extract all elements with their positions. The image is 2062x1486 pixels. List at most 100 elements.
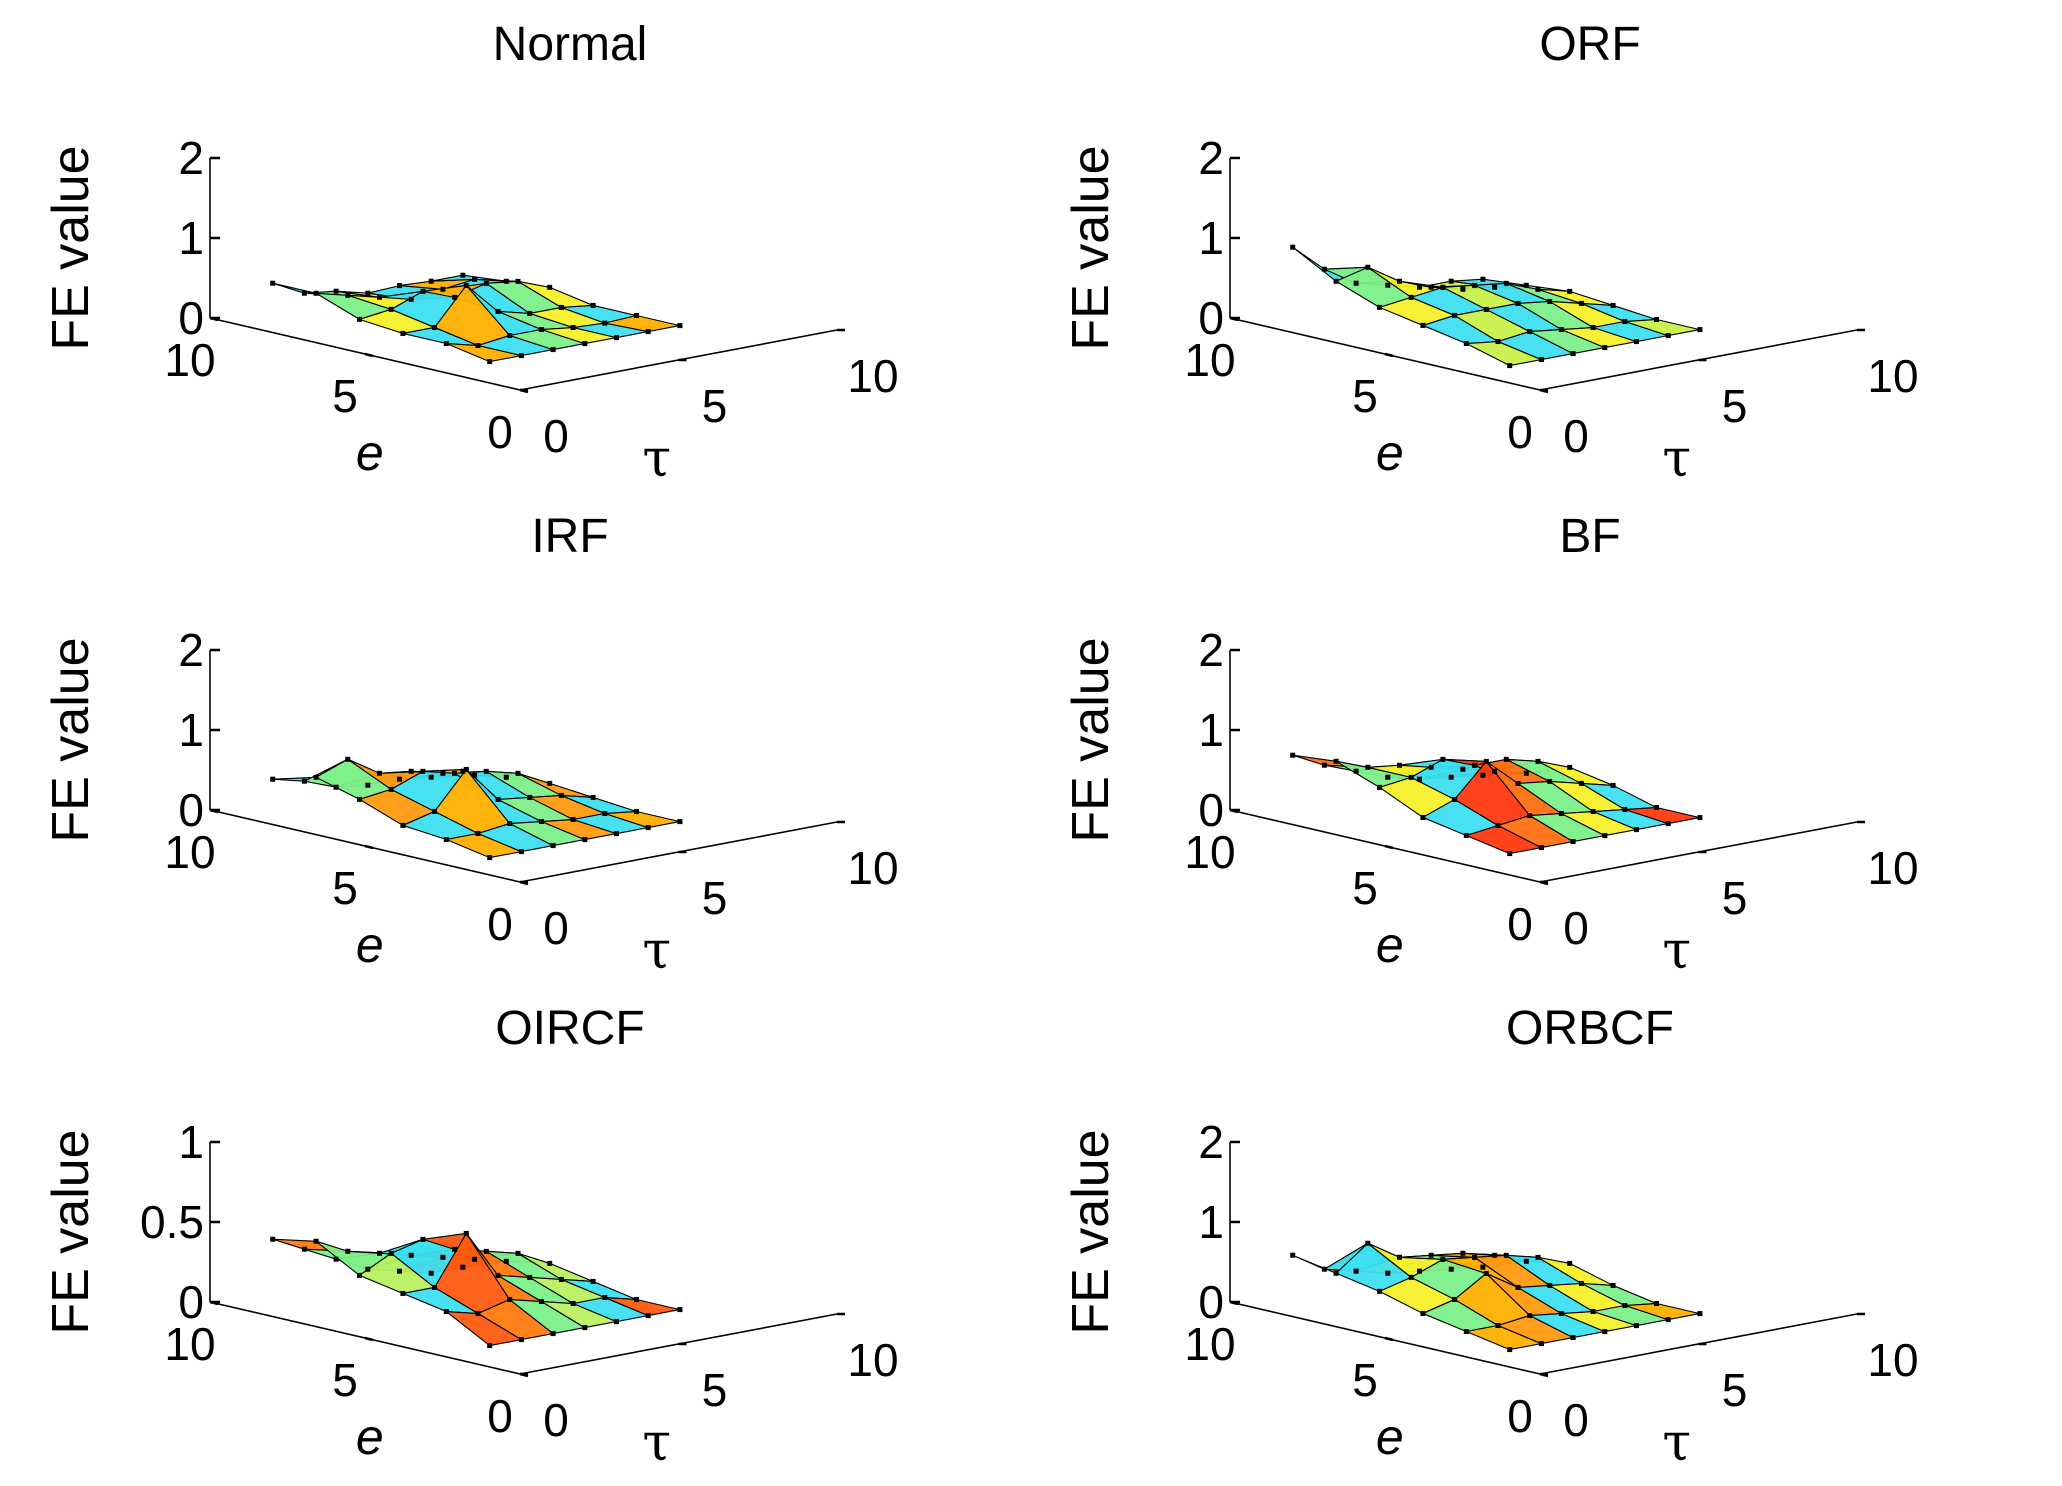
surface-node bbox=[1460, 766, 1466, 772]
tau-axis-label: τ bbox=[1662, 921, 1691, 981]
tau-tick-label: 10 bbox=[1867, 350, 1918, 402]
surface-node bbox=[1460, 1250, 1466, 1256]
surface-node bbox=[550, 347, 556, 353]
surface-node bbox=[487, 855, 493, 861]
surface-node bbox=[345, 1248, 351, 1254]
e-tick-label: 0 bbox=[1507, 406, 1533, 458]
panel-bf: BF 0 1 2 FE value 10 5 0 e 0 5 10 τ bbox=[1062, 510, 1919, 981]
surface-node bbox=[472, 1256, 478, 1262]
surface-node bbox=[1483, 758, 1489, 764]
z-tick-label: 0 bbox=[1198, 292, 1224, 344]
surface-node bbox=[1452, 796, 1458, 802]
surface-node bbox=[1397, 1254, 1402, 1260]
surface-node bbox=[388, 1250, 394, 1256]
surface-node bbox=[507, 1297, 513, 1303]
surface-node bbox=[270, 776, 276, 782]
surface-node bbox=[377, 770, 382, 776]
surface-node bbox=[1507, 363, 1513, 369]
tau-tick-label: 0 bbox=[543, 1394, 569, 1446]
surface-node bbox=[634, 313, 639, 319]
surface-node bbox=[1452, 312, 1458, 318]
surface-node bbox=[1377, 784, 1382, 790]
z-tick-label: 2 bbox=[1198, 132, 1224, 184]
surface-node bbox=[408, 1252, 414, 1258]
surface-node bbox=[1460, 286, 1466, 292]
surface-node bbox=[428, 774, 434, 780]
panel-title: IRF bbox=[531, 510, 608, 563]
e-tick-label: 0 bbox=[487, 406, 513, 458]
surface-mesh bbox=[270, 1230, 683, 1349]
e-axis-label: e bbox=[1376, 917, 1404, 973]
surface-node bbox=[365, 782, 371, 788]
surface-node bbox=[1321, 1266, 1327, 1272]
surface-node bbox=[1492, 768, 1498, 774]
surface-node bbox=[463, 766, 469, 772]
surface-node bbox=[1590, 325, 1596, 331]
surface-node bbox=[397, 283, 402, 289]
surface-node bbox=[1428, 764, 1434, 770]
surface-node bbox=[495, 796, 501, 802]
surface-node bbox=[475, 343, 481, 349]
surface-node bbox=[408, 296, 414, 302]
panel-orf: ORF 0 1 2 FE value 10 5 0 e 0 5 10 τ bbox=[1062, 18, 1919, 489]
z-tick-label: 0 bbox=[178, 784, 204, 836]
e-tick-label: 10 bbox=[1184, 826, 1235, 878]
surface-node bbox=[495, 308, 501, 314]
surface-node bbox=[547, 284, 553, 290]
surface-node bbox=[1538, 357, 1544, 363]
surface-node bbox=[1353, 280, 1359, 286]
surface-node bbox=[570, 325, 576, 331]
surface-node bbox=[377, 1250, 382, 1256]
surface-node bbox=[397, 776, 402, 782]
surface-node bbox=[1654, 317, 1659, 323]
surface-node bbox=[634, 809, 639, 815]
surface-node bbox=[1547, 1282, 1553, 1288]
surface-node bbox=[1428, 1252, 1434, 1258]
surface-node bbox=[1397, 278, 1402, 284]
tau-axis-label: τ bbox=[1662, 429, 1691, 489]
surface-node bbox=[452, 1246, 458, 1252]
surface-node bbox=[1333, 278, 1339, 284]
surface-node bbox=[1408, 1274, 1414, 1280]
e-tick-label: 5 bbox=[1352, 862, 1378, 914]
surface-node bbox=[1385, 1270, 1391, 1276]
surface-node bbox=[301, 1246, 307, 1252]
tau-tick-label: 0 bbox=[1563, 410, 1589, 462]
surface-node bbox=[1495, 339, 1501, 345]
surface-node bbox=[443, 341, 449, 347]
surface-node bbox=[301, 290, 307, 296]
z-tick-label: 0 bbox=[1198, 784, 1224, 836]
z-tick-label: 1 bbox=[178, 212, 204, 264]
surface-node bbox=[547, 780, 553, 786]
surface-node bbox=[1665, 821, 1671, 827]
surface-node bbox=[1333, 758, 1339, 764]
surface-node bbox=[527, 794, 533, 800]
surface-node bbox=[590, 794, 596, 800]
surface-node bbox=[1397, 762, 1402, 768]
surface-node bbox=[483, 280, 489, 286]
surface-node bbox=[1535, 286, 1541, 292]
surface-node bbox=[1610, 782, 1616, 788]
tau-axis-label: τ bbox=[642, 1413, 671, 1473]
z-tick-label: 0.5 bbox=[140, 1196, 204, 1248]
surface-node bbox=[301, 778, 307, 784]
e-tick-label: 10 bbox=[1184, 334, 1235, 386]
surface-node bbox=[1448, 774, 1454, 780]
surface-node bbox=[1654, 1301, 1659, 1307]
surface-node bbox=[1602, 345, 1608, 351]
surface-node bbox=[582, 341, 588, 347]
e-tick-label: 0 bbox=[487, 1390, 513, 1442]
surface-node bbox=[1567, 764, 1573, 770]
surface-node bbox=[1420, 1310, 1426, 1316]
surface-node bbox=[1523, 282, 1529, 288]
surface-node bbox=[1590, 1309, 1596, 1315]
panel-normal: Normal 0 1 2 FE value 10 5 0 e 0 5 10 τ bbox=[42, 18, 899, 489]
surface-node bbox=[1523, 1258, 1529, 1264]
surface-node bbox=[1290, 1252, 1296, 1258]
surface-node bbox=[1602, 833, 1608, 839]
tau-axis-label: τ bbox=[642, 921, 671, 981]
surface-node bbox=[515, 278, 521, 284]
surface-node bbox=[1377, 304, 1382, 310]
surface-node bbox=[1492, 1252, 1498, 1258]
